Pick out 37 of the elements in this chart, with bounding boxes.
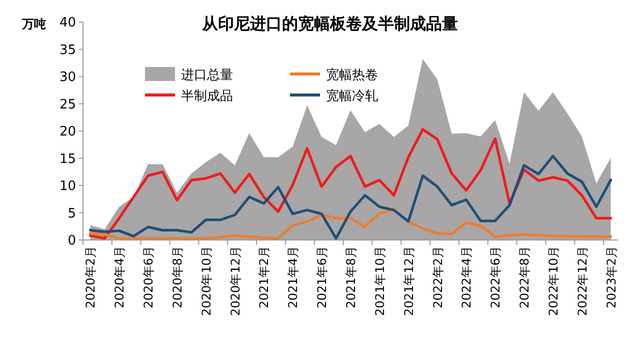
x-tick-label: 2020年12月 xyxy=(228,246,242,316)
y-tick-label: 35 xyxy=(59,42,76,58)
y-axis-title: 万吨 xyxy=(21,17,46,31)
legend-label: 宽幅热卷 xyxy=(326,67,378,83)
y-tick-label: 5 xyxy=(68,206,76,222)
x-tick-label: 2021年12月 xyxy=(402,246,416,316)
y-tick-label: 15 xyxy=(59,152,76,167)
legend-label: 进口总量 xyxy=(181,68,233,83)
x-tick-label: 2022年4月 xyxy=(460,246,474,308)
x-tick-label: 2022年6月 xyxy=(488,246,503,308)
x-tick-label: 2020年10月 xyxy=(199,246,214,316)
x-tick-label: 2022年10月 xyxy=(546,246,560,316)
y-tick-label: 25 xyxy=(59,97,76,112)
x-tick-label: 2021年6月 xyxy=(315,246,330,308)
x-tick-label: 2021年10月 xyxy=(372,246,387,316)
x-tick-label: 2021年4月 xyxy=(286,246,300,308)
line-series xyxy=(88,154,612,240)
y-tick-label: 10 xyxy=(59,179,76,194)
chart-title: 从印尼进口的宽幅板卷及半制成品量 xyxy=(201,14,458,33)
x-tick-label: 2020年2月 xyxy=(84,246,98,308)
legend-label: 宽幅冷轧 xyxy=(326,88,378,104)
x-tick-label: 2023年2月 xyxy=(604,246,618,308)
y-tick-label: 30 xyxy=(59,70,76,85)
x-tick-label: 2020年6月 xyxy=(142,246,156,308)
x-tick-label: 2022年12月 xyxy=(575,246,590,316)
line-series xyxy=(88,128,612,240)
x-tick-label: 2020年8月 xyxy=(170,246,184,308)
x-tick-label: 2021年8月 xyxy=(344,246,358,308)
x-tick-label: 2021年2月 xyxy=(257,246,272,308)
y-tick-label: 20 xyxy=(59,124,76,140)
x-tick-label: 2022年2月 xyxy=(430,246,445,308)
y-tick-label: 40 xyxy=(59,16,76,30)
x-tick-label: 2020年4月 xyxy=(112,246,127,308)
y-tick-label: 0 xyxy=(68,234,76,248)
x-tick-label: 2022年8月 xyxy=(518,246,532,308)
legend-label: 半制成品 xyxy=(181,89,233,104)
line-series xyxy=(88,208,612,240)
